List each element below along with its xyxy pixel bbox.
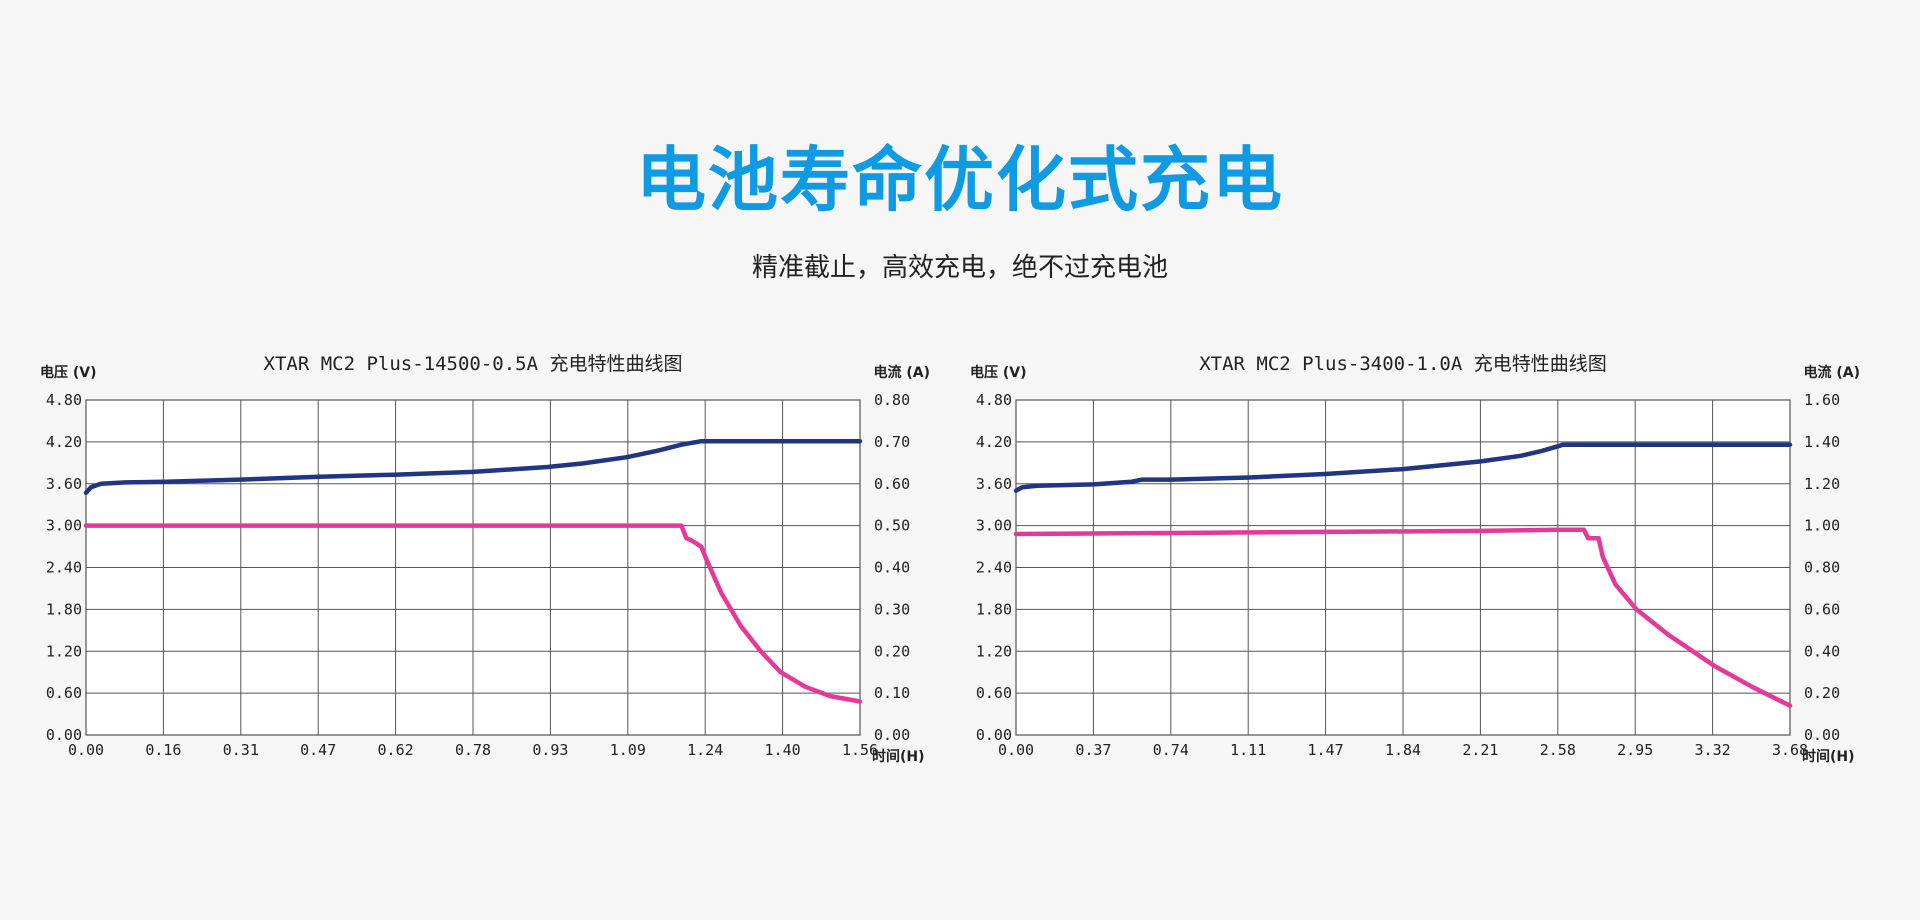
x-tick-label: 1.24 (687, 741, 723, 759)
x-tick-label: 1.84 (1385, 741, 1421, 759)
x-tick-label: 0.16 (145, 741, 181, 759)
chart-left: XTAR MC2 Plus-14500-0.5A 充电特性曲线图电压 (V) 电流… (40, 340, 940, 780)
x-tick-label: 2.21 (1462, 741, 1498, 759)
x-tick-label: 1.40 (765, 741, 801, 759)
y-tick-label: 3.60 (976, 475, 1012, 493)
y2-tick-label: 0.80 (1804, 559, 1840, 577)
x-tick-label: 0.00 (68, 741, 104, 759)
y-tick-label: 4.80 (46, 391, 82, 409)
y-tick-label: 3.60 (46, 475, 82, 493)
y2-tick-label: 1.40 (1804, 433, 1840, 451)
x-tick-label: 0.74 (1153, 741, 1189, 759)
chart-title: XTAR MC2 Plus-14500-0.5A 充电特性曲线图 (264, 353, 683, 375)
y2-tick-label: 0.00 (874, 726, 910, 744)
x-tick-label: 1.47 (1308, 741, 1344, 759)
x-tick-label: 3.68 (1772, 741, 1808, 759)
y-tick-label: 0.60 (46, 684, 82, 702)
y2-axis-label: 电流 (A) (1803, 364, 1860, 381)
y2-tick-label: 0.80 (874, 391, 910, 409)
current-series-line (83, 523, 863, 704)
y2-tick-label: 1.20 (1804, 475, 1840, 493)
voltage-series-line (1013, 442, 1793, 493)
y2-tick-label: 0.50 (874, 517, 910, 535)
y-tick-label: 2.40 (46, 559, 82, 577)
y-tick-label: 3.00 (976, 517, 1012, 535)
x-tick-label: 0.00 (998, 741, 1034, 759)
y2-tick-label: 0.60 (874, 475, 910, 493)
y-axis-label: 电压 (V) (40, 364, 97, 381)
x-axis-label: 时间(H) (872, 748, 925, 765)
y2-tick-label: 0.20 (874, 642, 910, 660)
chart-title: XTAR MC2 Plus-3400-1.0A 充电特性曲线图 (1199, 353, 1607, 375)
y2-tick-label: 0.60 (1804, 600, 1840, 618)
y-tick-label: 2.40 (976, 559, 1012, 577)
x-tick-label: 1.56 (842, 741, 878, 759)
x-tick-label: 0.47 (300, 741, 336, 759)
chart-right: XTAR MC2 Plus-3400-1.0A 充电特性曲线图电压 (V) 电流 … (970, 340, 1870, 780)
x-tick-label: 0.78 (455, 741, 491, 759)
y2-tick-label: 0.40 (874, 559, 910, 577)
y2-tick-label: 0.30 (874, 600, 910, 618)
page-title: 电池寿命优化式充电 (636, 139, 1284, 221)
current-series-line (1013, 527, 1793, 708)
page-subtitle: 精准截止，高效充电，绝不过充电池 (751, 253, 1168, 283)
y-tick-label: 3.00 (46, 517, 82, 535)
y2-tick-label: 0.00 (1804, 726, 1840, 744)
y2-tick-label: 1.60 (1804, 391, 1840, 409)
x-tick-label: 2.95 (1617, 741, 1653, 759)
y-tick-label: 1.80 (46, 600, 82, 618)
y-tick-label: 4.20 (976, 433, 1012, 451)
x-tick-label: 2.58 (1540, 741, 1576, 759)
x-tick-label: 0.62 (378, 741, 414, 759)
y-tick-label: 0.60 (976, 684, 1012, 702)
x-tick-label: 0.31 (223, 741, 259, 759)
x-tick-label: 0.37 (1075, 741, 1111, 759)
x-tick-label: 1.11 (1230, 741, 1266, 759)
y-tick-label: 1.20 (46, 642, 82, 660)
x-tick-label: 0.93 (532, 741, 568, 759)
y-tick-label: 1.20 (976, 642, 1012, 660)
y-tick-label: 0.00 (46, 726, 82, 744)
x-axis-label: 时间(H) (1802, 748, 1855, 765)
y2-tick-label: 0.70 (874, 433, 910, 451)
y-axis-label: 电压 (V) (970, 364, 1027, 381)
y-tick-label: 4.20 (46, 433, 82, 451)
y2-tick-label: 0.40 (1804, 642, 1840, 660)
y2-axis-label: 电流 (A) (873, 364, 930, 381)
x-tick-label: 3.32 (1695, 741, 1731, 759)
y2-tick-label: 0.20 (1804, 684, 1840, 702)
y2-tick-label: 1.00 (1804, 517, 1840, 535)
y-tick-label: 4.80 (976, 391, 1012, 409)
y-tick-label: 0.00 (976, 726, 1012, 744)
y-tick-label: 1.80 (976, 600, 1012, 618)
voltage-series-line (83, 438, 863, 496)
x-tick-label: 1.09 (610, 741, 646, 759)
y2-tick-label: 0.10 (874, 684, 910, 702)
